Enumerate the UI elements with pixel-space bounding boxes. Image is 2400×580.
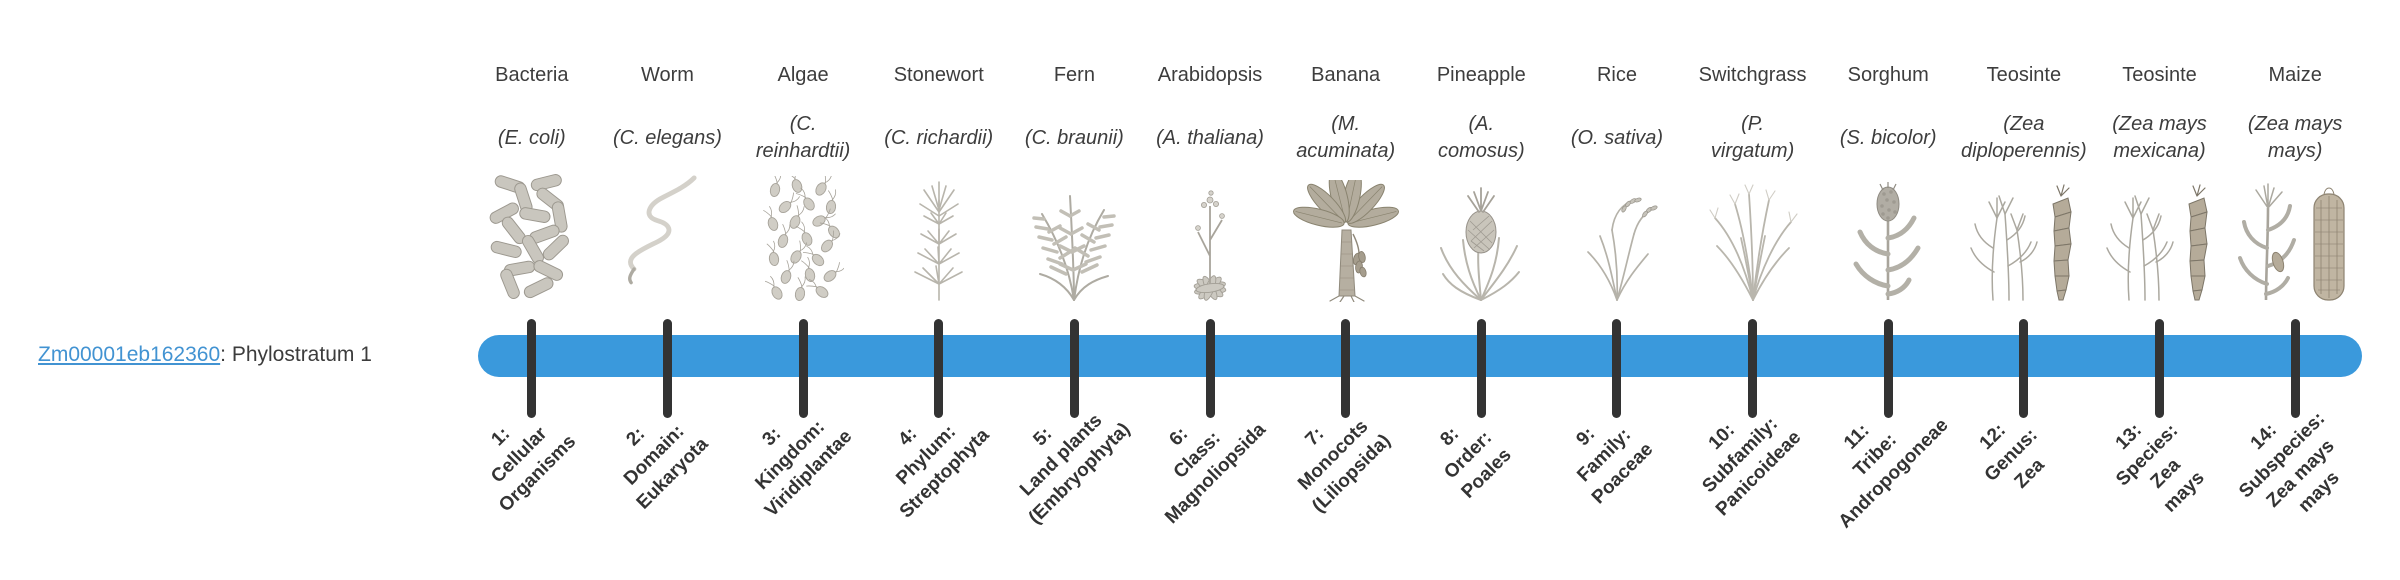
fern-illustration: [1003, 168, 1147, 302]
taxon-scientific-name: (C. braunii): [1024, 126, 1124, 149]
timeline-tick: [1341, 319, 1351, 418]
taxon-column: Rice (O. sativa): [1549, 0, 1685, 580]
taxon-scientific-name: (A. comosus): [1437, 113, 1525, 162]
timeline-tick: [1069, 319, 1079, 418]
taxon-common-name: Sorghum: [1847, 64, 1929, 86]
taxon-common-name: Pineapple: [1436, 64, 1526, 86]
teosinte-illustration: [1952, 168, 2096, 302]
taxon-column: Stonewort (C. richardii) 4: Phylum: Stre…: [871, 0, 1007, 580]
taxon-column: Teosinte (Zea mays mexicana): [2092, 0, 2228, 580]
taxon-scientific-name: (S. bicolor): [1839, 126, 1937, 149]
taxon-common-name: Teosinte: [1986, 64, 2062, 86]
timeline-tick: [1883, 319, 1893, 418]
banana-illustration: [1274, 168, 1418, 302]
taxon-column: Bacteria (E. coli): [464, 0, 600, 580]
taxon-column: Fern (C. braunii) 5: Land plants (Embryo…: [1007, 0, 1143, 580]
taxon-scientific-name: (M. acuminata): [1296, 113, 1396, 162]
taxon-common-name: Bacteria: [495, 64, 569, 86]
pineapple-illustration: [1409, 168, 1553, 302]
taxon-column: Worm (C. elegans) 2: Domain: Eukaryota: [600, 0, 736, 580]
timeline-tick: [1476, 319, 1486, 418]
taxon-scientific-name: (P. virgatum): [1710, 113, 1795, 162]
timeline-tick: [1205, 319, 1215, 418]
taxon-column: Arabidopsis (A. thaliana) 6: Class: Magn…: [1142, 0, 1278, 580]
taxon-common-name: Rice: [1596, 64, 1637, 86]
sorghum-illustration: [1816, 168, 1960, 302]
timeline-tick: [2290, 319, 2300, 418]
taxon-column: Switchgrass (P. virgatum) 10: Subfamily:…: [1685, 0, 1821, 580]
taxon-column: Sorghum (S. bicolor) 11: Tribe: Andropog…: [1820, 0, 1956, 580]
arabidopsis-illustration: [1138, 168, 1282, 302]
taxon-column: Teosinte (Zea diploperennis): [1956, 0, 2092, 580]
timeline-tick: [1748, 319, 1758, 418]
taxon-column: Banana (M. acuminata): [1278, 0, 1414, 580]
phylostratum-text: : Phylostratum 1: [220, 343, 372, 366]
taxon-scientific-name: (Zea mays mays): [2247, 113, 2343, 162]
taxon-common-name: Maize: [2268, 64, 2322, 86]
timeline-bar: [478, 335, 2362, 377]
taxon-common-name: Worm: [640, 64, 694, 86]
taxon-scientific-name: (C. reinhardtii): [755, 113, 851, 162]
switchgrass-illustration: [1681, 168, 1825, 302]
taxon-column: Algae (C. reinhardtii): [735, 0, 871, 580]
timeline-tick: [2019, 319, 2029, 418]
taxon-common-name: Fern: [1053, 64, 1095, 86]
maize-illustration: [2223, 168, 2367, 302]
gene-link[interactable]: Zm00001eb162360: [38, 343, 221, 366]
taxon-scientific-name: (A. thaliana): [1156, 126, 1264, 149]
timeline-tick: [2155, 319, 2164, 418]
taxon-common-name: Teosinte: [2122, 64, 2197, 86]
algae-illustration: [731, 168, 875, 302]
taxon-scientific-name: (O. sativa): [1570, 126, 1664, 149]
timeline-tick: [798, 319, 808, 418]
taxon-scientific-name: (C. richardii): [884, 126, 994, 149]
timeline-tick: [527, 319, 537, 418]
timeline-tick: [662, 319, 672, 418]
taxon-scientific-name: (C. elegans): [612, 126, 722, 149]
worm-illustration: [596, 168, 740, 302]
taxon-scientific-name: (Zea diploperennis): [1961, 113, 2087, 162]
taxon-column: Pineapple (A. comosus) 8: Order: Poales: [1413, 0, 1549, 580]
taxon-scientific-name: (E. coli): [497, 126, 566, 149]
timeline-tick: [934, 319, 944, 418]
taxon-common-name: Switchgrass: [1698, 64, 1807, 86]
taxon-scientific-name: (Zea mays mexicana): [2112, 113, 2207, 162]
bacteria-illustration: [460, 168, 604, 302]
timeline-tick: [1612, 319, 1622, 418]
stonewort-illustration: [867, 168, 1011, 302]
taxon-common-name: Algae: [777, 64, 829, 86]
teosinte-illustration: [2088, 168, 2232, 302]
taxon-common-name: Banana: [1311, 64, 1381, 86]
rice-illustration: [1545, 168, 1689, 302]
timeline-columns: Bacteria (E. coli): [464, 0, 2363, 580]
taxon-column: Maize (Zea mays mays) 14: Subspecies: Ze…: [2227, 0, 2363, 580]
taxon-common-name: Arabidopsis: [1157, 64, 1263, 86]
gene-label-row: Zm00001eb162360: Phylostratum 1: [38, 341, 372, 369]
taxon-common-name: Stonewort: [893, 64, 984, 86]
